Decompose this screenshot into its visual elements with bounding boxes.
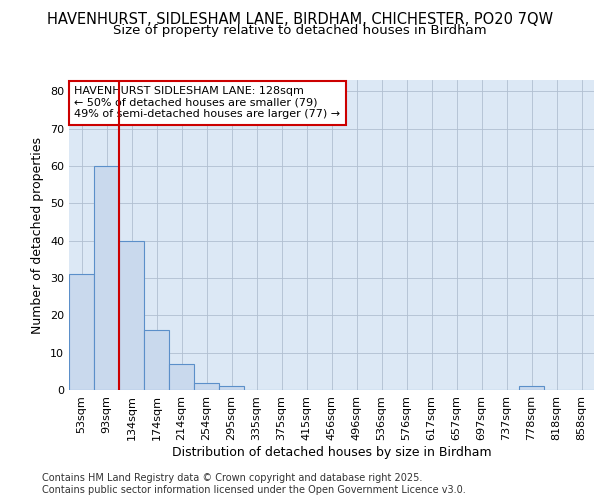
Bar bbox=[144, 330, 169, 390]
Bar bbox=[94, 166, 119, 390]
Bar bbox=[169, 364, 194, 390]
Text: Size of property relative to detached houses in Birdham: Size of property relative to detached ho… bbox=[113, 24, 487, 37]
Bar bbox=[119, 240, 144, 390]
Text: Contains HM Land Registry data © Crown copyright and database right 2025.
Contai: Contains HM Land Registry data © Crown c… bbox=[42, 474, 466, 495]
Text: HAVENHURST, SIDLESHAM LANE, BIRDHAM, CHICHESTER, PO20 7QW: HAVENHURST, SIDLESHAM LANE, BIRDHAM, CHI… bbox=[47, 12, 553, 28]
X-axis label: Distribution of detached houses by size in Birdham: Distribution of detached houses by size … bbox=[172, 446, 491, 458]
Bar bbox=[219, 386, 244, 390]
Bar bbox=[69, 274, 94, 390]
Text: HAVENHURST SIDLESHAM LANE: 128sqm
← 50% of detached houses are smaller (79)
49% : HAVENHURST SIDLESHAM LANE: 128sqm ← 50% … bbox=[74, 86, 340, 120]
Y-axis label: Number of detached properties: Number of detached properties bbox=[31, 136, 44, 334]
Bar bbox=[194, 382, 219, 390]
Bar bbox=[519, 386, 544, 390]
